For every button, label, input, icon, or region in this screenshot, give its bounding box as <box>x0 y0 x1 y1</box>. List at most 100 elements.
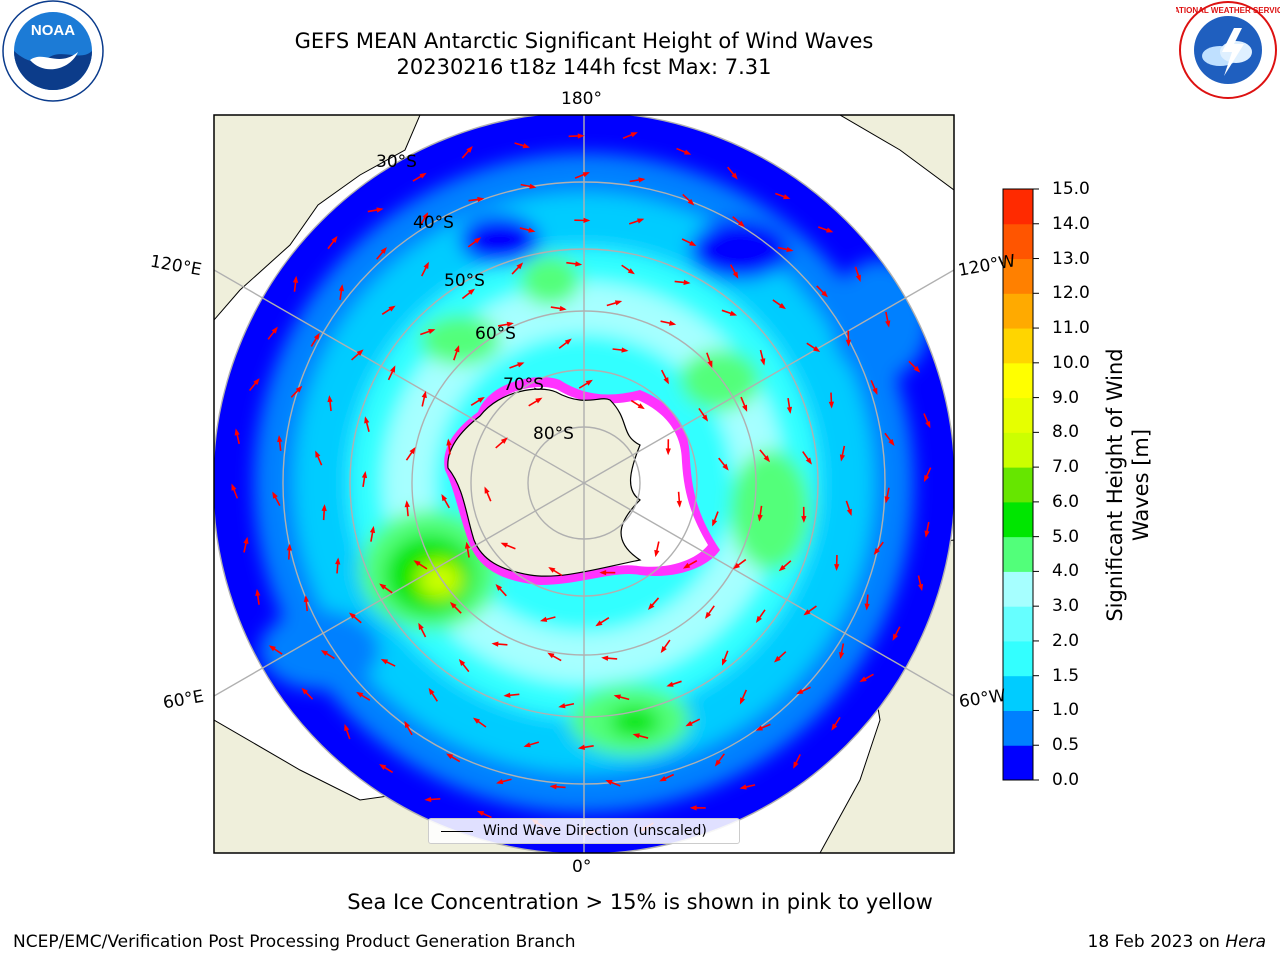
wind-wave-arrowhead <box>379 583 387 590</box>
chart-subtitle: 20230216 t18z 144h fcst Max: 7.31 <box>396 55 772 79</box>
wind-wave-arrowhead <box>647 603 655 610</box>
wind-wave-arrowhead <box>805 457 812 465</box>
wind-wave-arrowhead <box>685 720 693 727</box>
wind-wave-arrowhead <box>548 566 556 573</box>
wind-wave-arrowhead <box>923 474 930 483</box>
wind-wave-arrowhead <box>839 651 845 660</box>
wind-wave-arrowhead <box>421 390 427 399</box>
wind-wave-arrowhead <box>356 349 364 356</box>
wind-wave-arrowhead <box>474 237 482 244</box>
wind-wave-arrowhead <box>621 347 629 353</box>
wind-wave-arrowhead <box>313 332 320 340</box>
lat-label-60s: 60°S <box>475 324 516 344</box>
wind-wave-arrowhead <box>472 717 481 724</box>
wind-wave-arrowhead <box>722 658 727 666</box>
wind-wave-arrowhead <box>441 493 448 502</box>
wind-wave-arrowhead <box>582 172 590 178</box>
wind-wave-arrowhead <box>295 385 303 393</box>
wind-wave-arrowhead <box>637 403 645 410</box>
wind-wave-arrowhead <box>500 437 508 444</box>
wind-wave-arrowhead <box>803 609 811 616</box>
lon-label-180: 180° <box>561 89 602 109</box>
colorbar-segment <box>1003 258 1033 294</box>
wind-wave-arrowhead <box>925 420 931 429</box>
wind-wave-arrowhead <box>773 655 781 663</box>
wind-wave-arrowhead <box>637 218 645 224</box>
wind-wave-arrowhead <box>786 406 793 414</box>
wind-wave-arrowhead <box>732 271 739 279</box>
wind-wave-arrowhead <box>286 543 293 551</box>
colorbar-segment <box>1003 675 1033 711</box>
wind-wave-arrowhead <box>539 616 548 622</box>
wind-wave-arrowhead <box>654 549 660 558</box>
wind-wave-arrowhead <box>614 300 623 306</box>
colorbar-tick-label: 11.0 <box>1052 318 1090 339</box>
wind-wave-arrowhead <box>892 633 899 641</box>
wind-wave-arrowhead <box>338 284 345 292</box>
wind-wave-arrowhead <box>272 491 278 499</box>
wind-wave-arrowhead <box>595 620 603 627</box>
wind-wave-arrowhead <box>707 360 713 368</box>
wind-wave-arrowhead <box>446 438 452 446</box>
wind-wave-arrowhead <box>419 172 427 179</box>
wind-wave-arrowhead <box>605 779 613 785</box>
wind-wave-arrowhead <box>477 196 485 203</box>
wind-wave-arrowhead <box>234 428 240 436</box>
noaa-logo-text: NOAA <box>31 22 75 39</box>
wind-wave-arrowhead <box>757 514 763 522</box>
wind-wave-arrowhead <box>665 448 671 456</box>
wind-wave-arrowhead <box>666 681 674 687</box>
wind-wave-arrowhead <box>778 303 786 310</box>
wind-wave-arrowhead <box>846 508 852 517</box>
colorbar-segment <box>1003 328 1033 364</box>
wind-wave-arrowhead <box>702 414 709 422</box>
wind-wave-arrowhead <box>831 723 838 731</box>
sea-ice-footnote: Sea Ice Concentration > 15% is shown in … <box>347 890 933 914</box>
wind-wave-arrowhead <box>689 240 697 246</box>
noaa-logo: NOAA <box>2 0 104 102</box>
wind-wave-arrowhead <box>364 416 370 424</box>
wind-wave-arrowhead <box>292 275 299 283</box>
wind-wave-arrowhead <box>783 194 791 200</box>
chart-title: GEFS MEAN Antarctic Significant Height o… <box>294 29 874 53</box>
wind-wave-arrowhead <box>424 796 432 803</box>
wind-wave-arrowhead <box>729 310 738 316</box>
wind-wave-arrowhead <box>599 570 607 576</box>
wind-wave-arrowhead <box>529 183 537 189</box>
wind-wave-arrowhead <box>404 500 410 508</box>
wind-wave-arrowhead <box>763 455 771 463</box>
colorbar-segment <box>1003 362 1033 399</box>
colorbar-tick-label: 2.0 <box>1052 630 1080 651</box>
wind-wave-arrowhead <box>826 227 834 233</box>
wind-wave-arrowhead <box>575 261 583 267</box>
wind-wave-arrowhead <box>445 753 454 760</box>
colorbar-tick-label: 9.0 <box>1052 387 1080 408</box>
wind-wave-arrowhead <box>660 646 667 654</box>
wind-wave-arrowhead <box>253 378 260 386</box>
colorbar-tick-label: 13.0 <box>1052 248 1090 269</box>
wind-wave-arrowhead <box>380 659 389 665</box>
wind-wave-arrowhead <box>477 396 485 403</box>
wind-wave-arrowhead <box>659 776 667 782</box>
lat-label-50s: 50°S <box>444 271 485 291</box>
colorbar-tick-label: 12.0 <box>1052 283 1090 304</box>
wind-wave-arrowhead <box>390 365 396 373</box>
wind-wave-arrowhead <box>663 377 669 385</box>
wind-wave-arrowhead <box>760 358 766 366</box>
credit-left: NCEP/EMC/Verification Post Processing Pr… <box>13 932 576 952</box>
nws-logo: NATIONAL WEATHER SERVICE <box>1176 1 1280 99</box>
wind-wave-arrowhead <box>422 212 429 220</box>
wind-wave-arrowhead <box>731 172 738 180</box>
colorbar-segment <box>1003 501 1033 538</box>
colorbar-tick-label: 5.0 <box>1052 526 1080 547</box>
wind-wave-arrowhead <box>423 261 429 270</box>
wind-wave-arrowhead <box>449 601 457 609</box>
wind-wave-arrowhead <box>528 227 536 233</box>
wind-wave-arrowhead <box>344 723 350 732</box>
wind-wave-arrowhead <box>564 338 572 345</box>
wind-wave-arrowhead <box>522 143 530 149</box>
wind-wave-arrowhead <box>503 692 511 698</box>
wind-wave-arrows <box>231 132 932 836</box>
colorbar-tick-label: 6.0 <box>1052 491 1080 512</box>
